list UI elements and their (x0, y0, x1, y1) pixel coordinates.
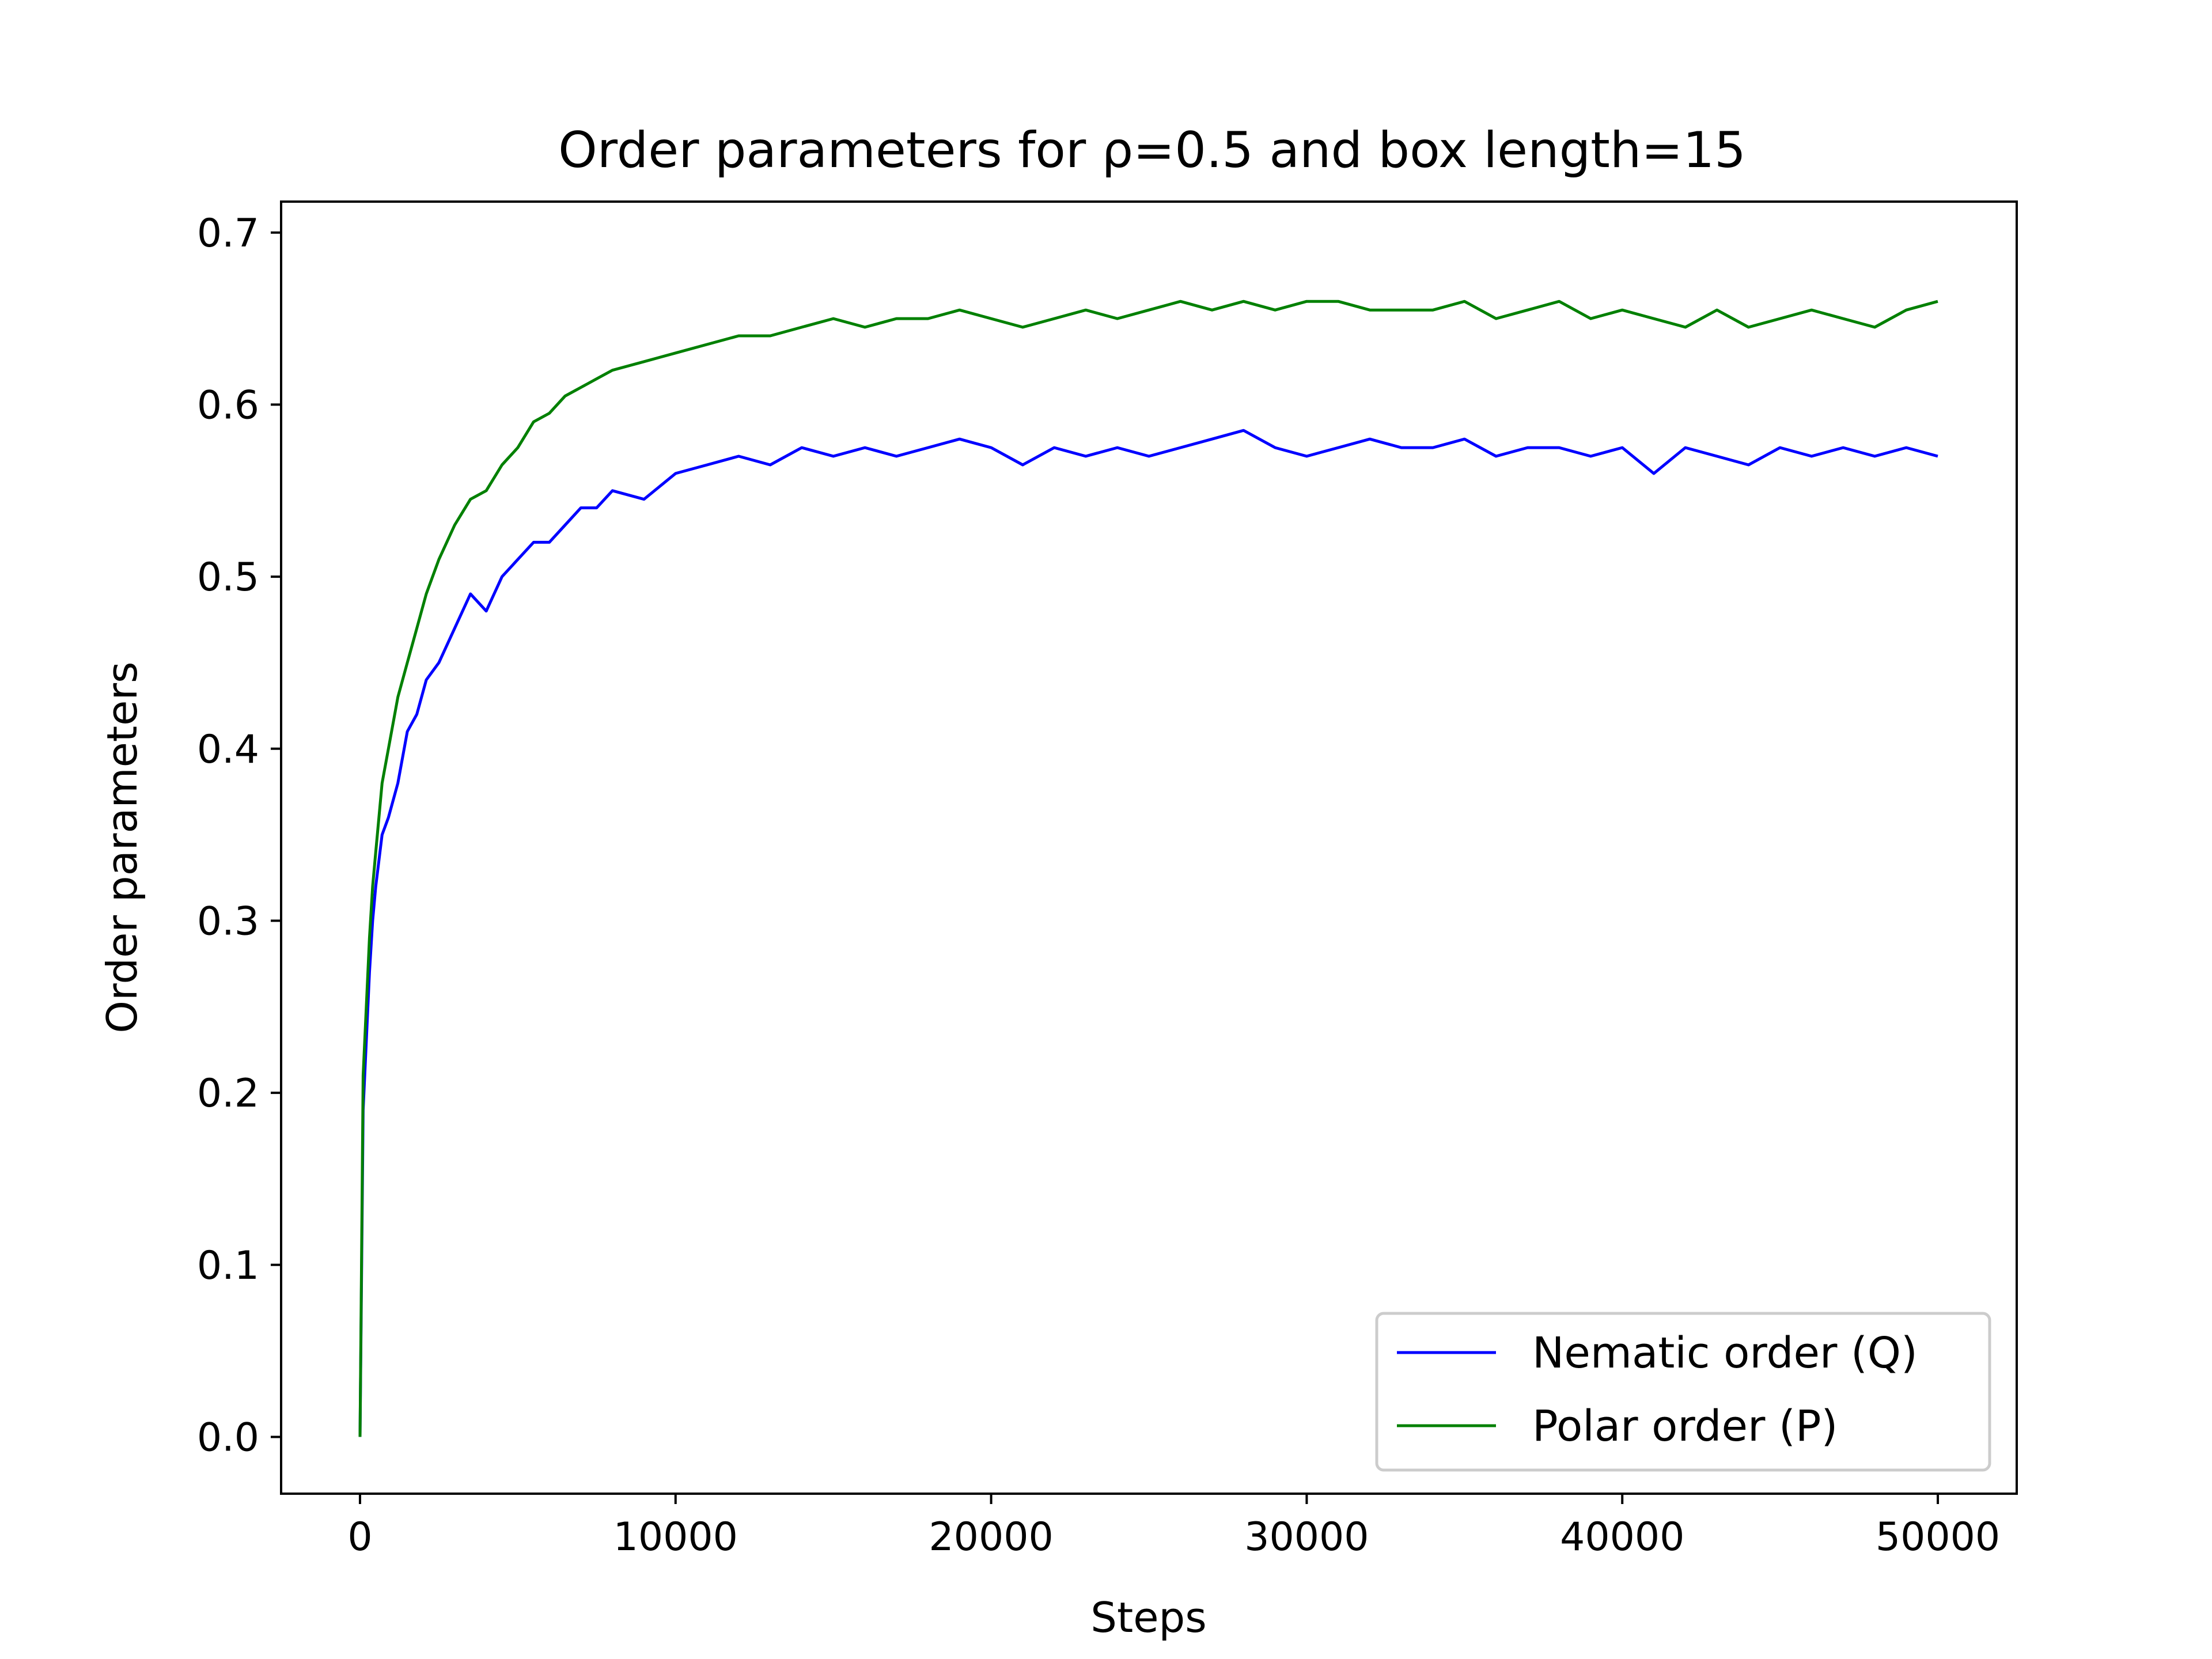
x-axis-label: Steps (1090, 1593, 1206, 1642)
x-axis: 0 10000 20000 30000 40000 50000 (347, 1494, 2000, 1560)
x-tick-label: 20000 (929, 1514, 1053, 1560)
series-line-nematic (358, 429, 1938, 1437)
series-line-polar (358, 300, 1938, 1437)
legend-box (1375, 1312, 1991, 1472)
y-axis-label: Order parameters (98, 661, 146, 1033)
plot-area (280, 200, 2018, 1495)
x-tick-label: 0 (347, 1514, 372, 1560)
x-tick-label: 10000 (613, 1514, 738, 1560)
legend-label-polar: Polar order (P) (1532, 1402, 1838, 1451)
y-tick-label: 0.5 (197, 555, 259, 600)
y-tick-label: 0.6 (197, 382, 259, 428)
y-tick-label: 0.2 (197, 1071, 259, 1116)
y-tick-label: 0.1 (197, 1243, 259, 1289)
y-tick-label: 0.0 (197, 1415, 259, 1460)
x-tick-label: 40000 (1560, 1514, 1684, 1560)
chart-title: Order parameters for ρ=0.5 and box lengt… (558, 122, 1746, 179)
y-axis: 0.0 0.1 0.2 0.3 0.4 0.5 0.6 0.7 (197, 211, 281, 1460)
y-tick-label: 0.4 (197, 727, 259, 772)
legend-label-nematic: Nematic order (Q) (1532, 1328, 1918, 1378)
x-tick-label: 50000 (1876, 1514, 2000, 1560)
x-tick-label: 30000 (1244, 1514, 1369, 1560)
y-tick-label: 0.7 (197, 211, 259, 256)
series-layer (358, 300, 1938, 1437)
plot-frame (280, 200, 2018, 1495)
legend: Nematic order (Q) Polar order (P) (1375, 1312, 1991, 1472)
y-tick-label: 0.3 (197, 899, 259, 944)
